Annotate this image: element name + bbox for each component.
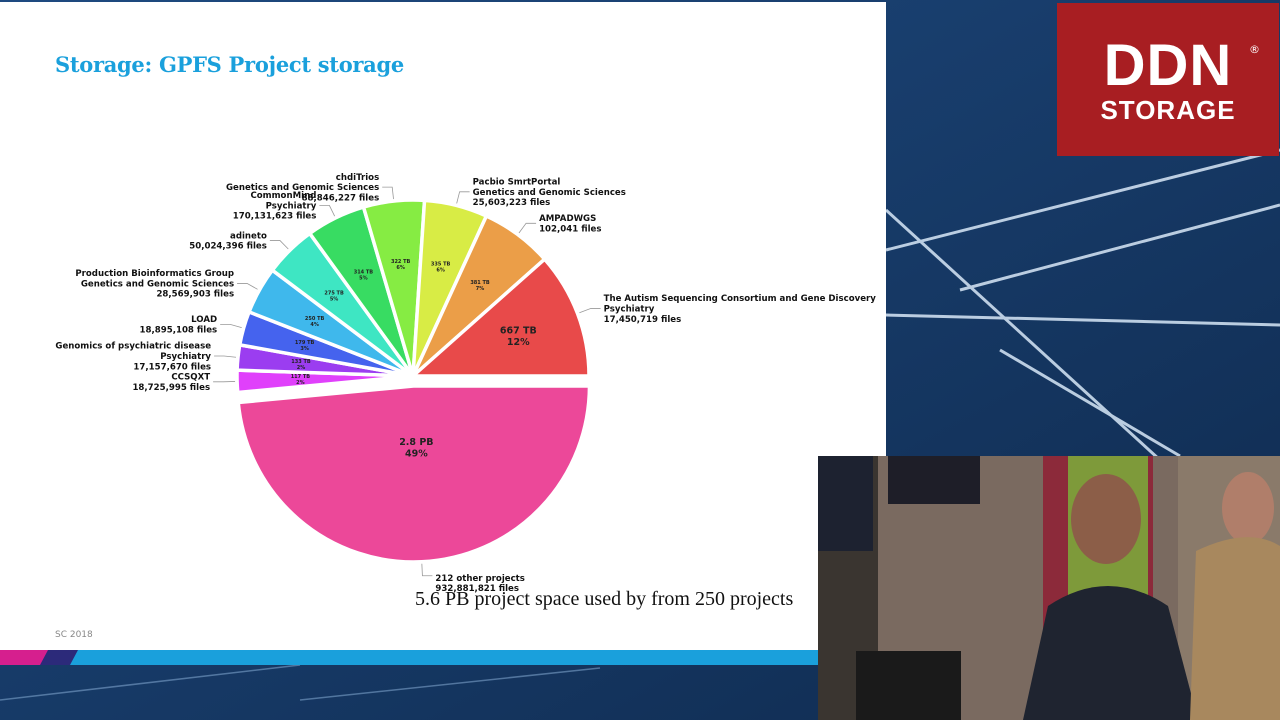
slice-outer-label: CCSQXT	[171, 373, 210, 383]
slice-outer-label: CommonMind	[250, 191, 316, 201]
slice-outer-label: 28,569,903 files	[156, 290, 234, 300]
slice-percent-label: 4%	[310, 322, 319, 328]
slide-footer: SC 2018	[55, 630, 93, 640]
pie-slice	[411, 257, 591, 378]
slice-outer-label: The Autism Sequencing Consortium and Gen…	[604, 294, 877, 304]
leader-line	[456, 191, 470, 204]
slice-size-label: 335 TB	[431, 262, 451, 268]
slice-percent-label: 2%	[296, 380, 305, 386]
slice-percent-label: 3%	[300, 346, 309, 352]
slide-title: Storage: GPFS Project storage	[55, 52, 404, 77]
ddn-storage-logo: DDN ® STORAGE	[1057, 3, 1279, 156]
leader-line	[579, 308, 601, 314]
slice-size-label: 275 TB	[324, 290, 344, 296]
slice-percent-label: 49%	[405, 449, 428, 460]
slice-size-label: 381 TB	[470, 280, 490, 286]
logo-registered-mark: ®	[1249, 43, 1260, 56]
slice-percent-label: 7%	[476, 286, 485, 292]
slice-outer-label: 170,131,623 files	[233, 212, 317, 222]
slice-outer-label: 88,846,227 files	[302, 193, 380, 203]
slice-outer-label: 50,024,396 files	[189, 242, 267, 252]
presentation-slide: Storage: GPFS Project storage 2.8 PB 49% 1…	[0, 2, 886, 665]
slice-outer-label: 18,895,108 files	[140, 325, 218, 335]
logo-ddn-text: DDN	[1103, 33, 1233, 98]
slice-size-label: 133 TB	[291, 359, 311, 365]
slice-outer-label: 102,041 files	[539, 224, 601, 234]
leader-line	[214, 355, 237, 358]
leader-line	[237, 283, 258, 290]
slice-size-label: 314 TB	[354, 270, 374, 276]
speaker-video-inset	[818, 456, 1280, 720]
slice-outer-label: Genetics and Genomic Sciences	[473, 188, 626, 198]
slide-subtitle: 5.6 PB project space used by from 250 pr…	[415, 588, 794, 610]
slice-percent-label: 5%	[330, 296, 339, 302]
slice-size-label: 117 TB	[291, 374, 311, 380]
slice-percent-label: 2%	[297, 365, 306, 371]
slice-percent-label: 12%	[507, 337, 530, 348]
slice-outer-label: Pacbio SmrtPortal	[473, 178, 561, 188]
slice-outer-label: adineto	[230, 231, 267, 241]
leader-line	[382, 186, 394, 200]
slice-size-label: 179 TB	[295, 340, 315, 346]
slice-outer-label: Psychiatry	[160, 352, 211, 362]
slice-outer-label: LOAD	[191, 315, 217, 325]
slice-percent-label: 5%	[359, 276, 368, 282]
slice-outer-label: 212 other projects	[435, 574, 525, 584]
logo-storage-text: STORAGE	[1100, 95, 1236, 125]
slice-outer-label: 17,157,670 files	[133, 362, 211, 372]
leader-line	[421, 563, 433, 577]
slice-outer-label: 932,881,821 files	[435, 584, 519, 594]
slice-outer-label: Genetics and Genomic Sciences	[81, 279, 234, 289]
slice-outer-label: AMPADWGS	[539, 214, 596, 224]
slice-outer-label: 25,603,223 files	[473, 198, 551, 208]
leader-line	[220, 323, 242, 328]
leader-line	[319, 204, 336, 217]
slice-outer-label: Genetics and Genomic Sciences	[226, 183, 379, 193]
slice-outer-label: Psychiatry	[604, 305, 655, 315]
leader-line	[518, 222, 537, 234]
slice-size-label: 667 TB	[500, 326, 537, 337]
slide-bottom-bar	[0, 650, 886, 665]
slice-size-label: 2.8 PB	[399, 437, 433, 448]
leader-line	[269, 240, 289, 250]
slice-size-label: 250 TB	[305, 316, 325, 322]
slice-outer-label: Genomics of psychiatric disease	[55, 342, 211, 352]
slice-outer-label: 18,725,995 files	[132, 383, 210, 393]
pie-slice	[236, 384, 592, 564]
slice-outer-label: chdiTrios	[336, 173, 379, 183]
slice-outer-label: 17,450,719 files	[604, 315, 682, 325]
slice-percent-label: 6%	[396, 265, 405, 271]
slice-outer-label: Psychiatry	[266, 201, 317, 211]
slice-size-label: 322 TB	[391, 259, 411, 265]
slice-percent-label: 6%	[436, 268, 445, 274]
slice-outer-label: Production Bioinformatics Group	[75, 269, 234, 279]
